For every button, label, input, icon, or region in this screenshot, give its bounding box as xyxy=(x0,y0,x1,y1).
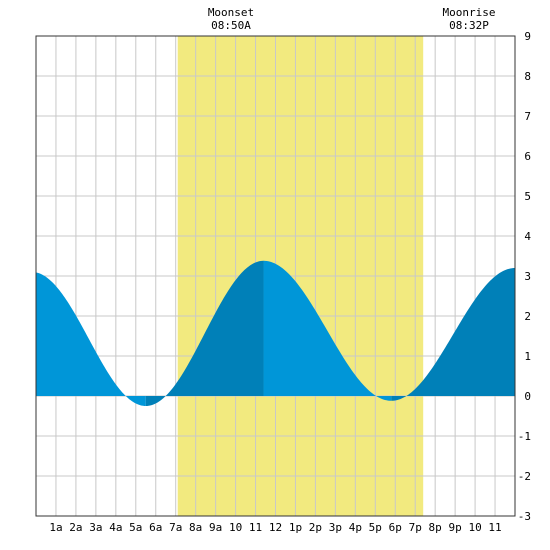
x-tick-label: 10 xyxy=(468,521,481,534)
x-tick-label: 8a xyxy=(189,521,202,534)
plot-border xyxy=(35,35,516,517)
y-tick-label: 3 xyxy=(524,270,531,283)
x-tick-label: 4a xyxy=(109,521,122,534)
y-tick-label: 9 xyxy=(524,30,531,43)
y-tick-label: -1 xyxy=(518,430,531,443)
x-tick-label: 1a xyxy=(49,521,62,534)
x-tick-label: 4p xyxy=(349,521,362,534)
x-tick-label: 8p xyxy=(429,521,442,534)
moonrise-label: Moonrise xyxy=(443,6,496,19)
tide-area-falling xyxy=(36,272,146,406)
tide-area-rising xyxy=(391,268,515,401)
moonrise-time: 08:32P xyxy=(449,19,489,32)
y-tick-label: 7 xyxy=(524,110,531,123)
x-tick-label: 9a xyxy=(209,521,222,534)
y-tick-label: 1 xyxy=(524,350,531,363)
y-tick-label: 6 xyxy=(524,150,531,163)
x-tick-label: 3a xyxy=(89,521,102,534)
y-tick-label: 0 xyxy=(524,390,531,403)
y-tick-label: 4 xyxy=(524,230,531,243)
x-tick-label: 10 xyxy=(229,521,242,534)
y-tick-label: 2 xyxy=(524,310,531,323)
x-tick-label: 6a xyxy=(149,521,162,534)
x-tick-label: 5p xyxy=(369,521,382,534)
tide-area-rising xyxy=(145,260,264,406)
x-tick-label: 2a xyxy=(69,521,82,534)
tide-area-falling xyxy=(263,260,392,401)
x-tick-label: 1p xyxy=(289,521,302,534)
y-tick-label: -3 xyxy=(518,510,531,523)
x-tick-label: 2p xyxy=(309,521,322,534)
x-tick-label: 9p xyxy=(449,521,462,534)
y-tick-label: 8 xyxy=(524,70,531,83)
x-tick-label: 11 xyxy=(249,521,262,534)
x-tick-label: 6p xyxy=(389,521,402,534)
x-tick-label: 3p xyxy=(329,521,342,534)
x-tick-label: 5a xyxy=(129,521,142,534)
moonset-time: 08:50A xyxy=(211,19,251,32)
y-tick-label: -2 xyxy=(518,470,531,483)
x-tick-label: 7a xyxy=(169,521,182,534)
x-tick-label: 12 xyxy=(269,521,282,534)
x-tick-label: 7p xyxy=(409,521,422,534)
x-tick-label: 11 xyxy=(488,521,501,534)
moonset-label: Moonset xyxy=(208,6,254,19)
y-tick-label: 5 xyxy=(524,190,531,203)
